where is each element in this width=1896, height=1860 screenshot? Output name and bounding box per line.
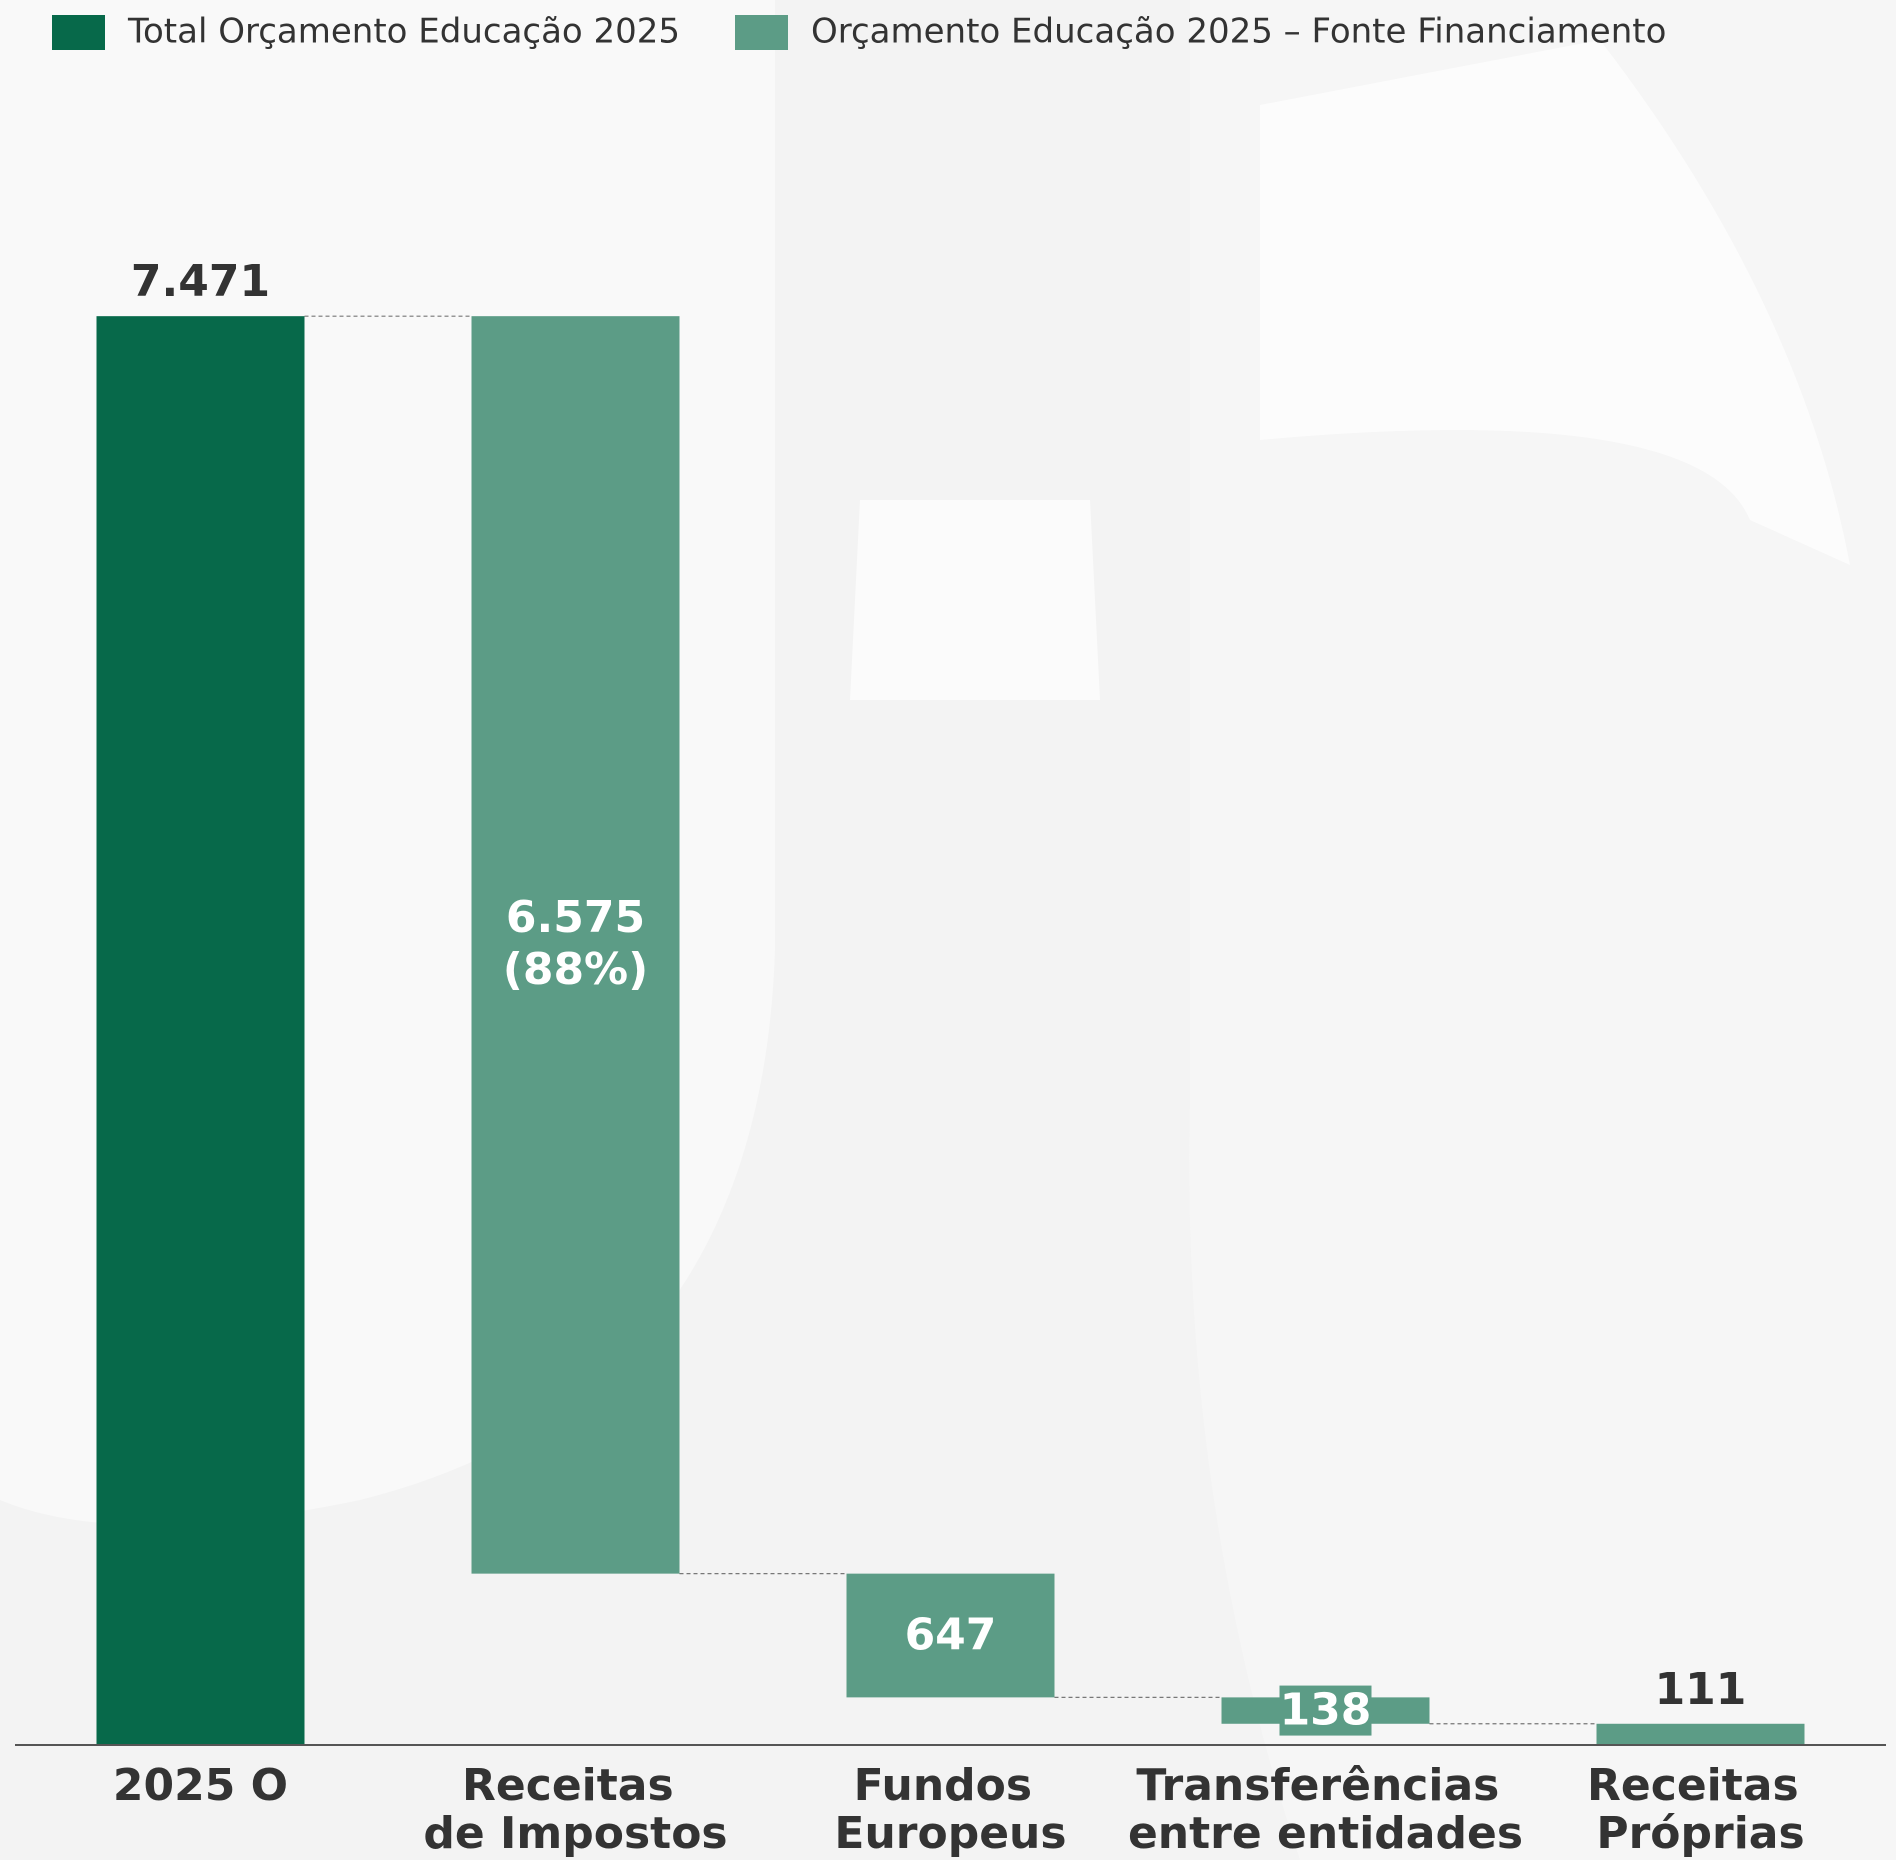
value-label: 138	[1280, 1685, 1372, 1736]
value-label: 7.471	[131, 256, 270, 307]
legend: Total Orçamento Educação 2025 Orçamento E…	[52, 12, 1666, 52]
legend-swatch	[52, 15, 105, 50]
bar	[471, 316, 680, 1574]
legend-label: Orçamento Educação 2025 – Fonte Financia…	[811, 12, 1666, 52]
value-label: 6.575	[506, 892, 645, 943]
x-tick-label: Fundos Europeus	[834, 1760, 1066, 1859]
bar	[846, 1573, 1055, 1698]
legend-label: Total Orçamento Educação 2025	[127, 12, 680, 52]
legend-swatch	[735, 15, 788, 50]
bar	[1596, 1723, 1805, 1745]
value-label-box	[1279, 1685, 1372, 1736]
x-tick-label: Receitas de Impostos	[423, 1760, 727, 1859]
plot: 2025 O Receitas de Impostos Fundos Europeu…	[96, 256, 1814, 1859]
x-tick-label: Transferências entre entidades	[1128, 1760, 1523, 1859]
x-tick-label: Receitas Próprias	[1587, 1760, 1814, 1859]
x-tick-label: 2025 O	[113, 1760, 288, 1811]
bar	[96, 316, 305, 1745]
value-label: 647	[905, 1610, 997, 1661]
share-label: (88%)	[503, 944, 649, 995]
value-label: 111	[1655, 1664, 1747, 1715]
